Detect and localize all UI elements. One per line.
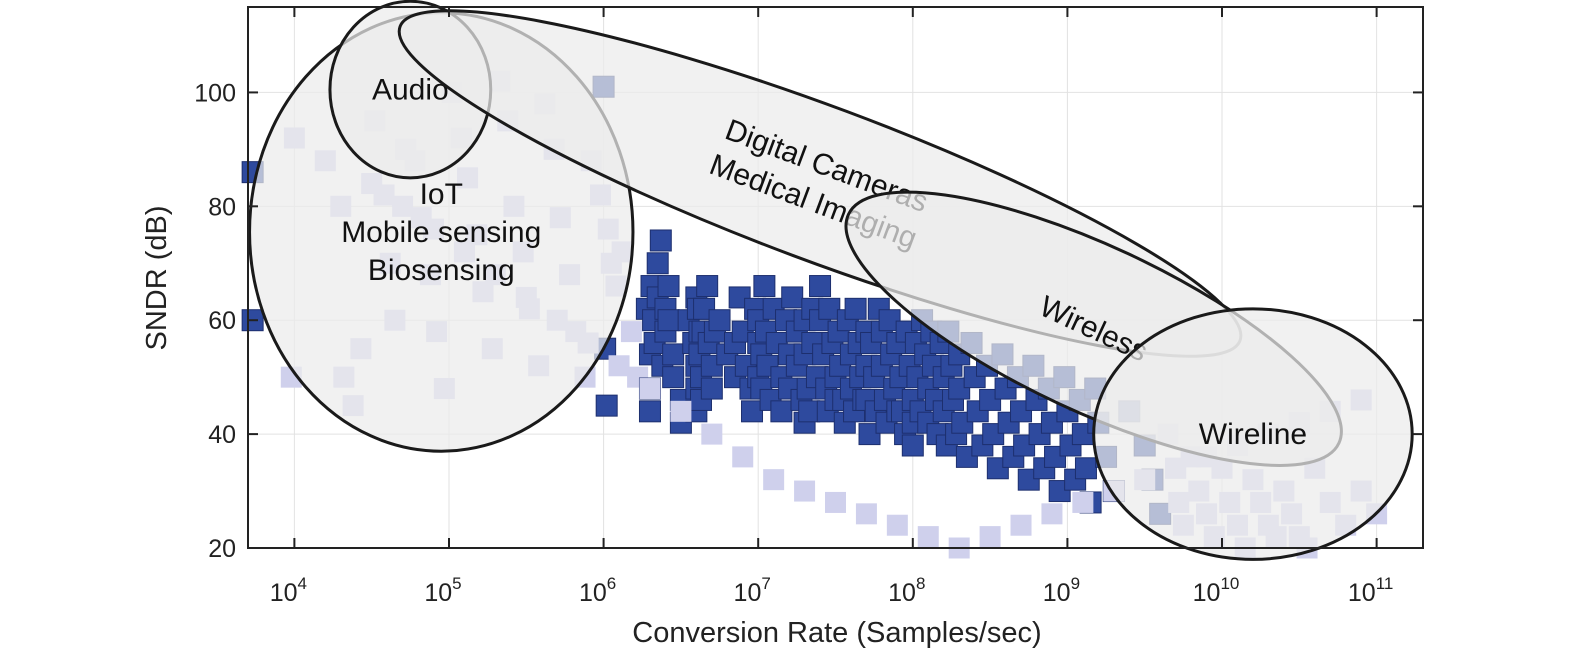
y-axis-label: SNDR (dB): [141, 205, 173, 350]
x-tick-label: 108: [888, 574, 925, 607]
y-tick-label: 60: [208, 307, 236, 335]
data-point-faded: [763, 469, 785, 491]
data-point: [809, 275, 832, 298]
data-point-faded: [1041, 503, 1063, 525]
x-tick-label: 109: [1043, 574, 1080, 607]
data-point-faded: [855, 503, 877, 525]
data-point: [781, 286, 804, 309]
data-point: [662, 343, 685, 366]
x-axis-label: Conversion Rate (Samples/sec): [632, 617, 1041, 649]
data-point-faded: [608, 355, 630, 377]
data-point-faded: [979, 526, 1001, 548]
data-point: [646, 252, 669, 275]
plot-frame: [247, 6, 1424, 549]
data-point: [696, 275, 719, 298]
region-wireline-ellipse: [1092, 307, 1414, 561]
x-tick-label: 1011: [1348, 574, 1393, 607]
data-point-faded: [732, 446, 754, 468]
y-tick-label: 100: [194, 79, 236, 107]
data-point-faded: [794, 480, 816, 502]
x-tick-label: 106: [579, 574, 616, 607]
y-tick-label: 40: [208, 421, 236, 449]
region-iot-label: IoT: [420, 178, 463, 211]
data-point: [638, 400, 661, 423]
x-tick-label: 1010: [1193, 574, 1240, 607]
data-point: [878, 309, 901, 332]
data-point: [901, 434, 924, 457]
data-point-faded: [917, 526, 939, 548]
data-point: [858, 423, 881, 446]
data-point: [595, 394, 618, 417]
y-tick-label: 20: [208, 535, 236, 563]
data-point: [818, 297, 841, 320]
data-point: [1074, 457, 1097, 480]
y-tick-label: 80: [208, 193, 236, 221]
data-point: [770, 400, 793, 423]
data-point-faded: [1010, 514, 1032, 536]
data-point: [753, 275, 776, 298]
data-point-faded: [639, 378, 661, 400]
data-point-faded: [1072, 491, 1094, 513]
data-point: [741, 400, 764, 423]
data-point: [844, 297, 867, 320]
data-point-faded: [701, 423, 723, 445]
axes: 104 105 106 107 108 109 1010 1011 20 40 60 80 100: [194, 6, 1424, 607]
data-point: [649, 229, 672, 252]
data-point: [798, 400, 821, 423]
data-point-faded: [620, 321, 642, 343]
x-tick-label: 105: [424, 574, 461, 607]
region-iot-label: Biosensing: [368, 254, 515, 287]
data-point: [708, 309, 731, 332]
data-point-faded: [670, 400, 692, 422]
data-point-faded: [825, 491, 846, 513]
data-point: [700, 377, 723, 400]
data-point: [657, 309, 680, 332]
x-tick-label: 107: [734, 574, 771, 607]
x-tick-label: 104: [270, 574, 307, 607]
region-wireline-label: Wireline: [1199, 418, 1307, 451]
region-iot-label: Mobile sensing: [341, 216, 541, 249]
data-point: [657, 275, 680, 298]
data-point: [662, 366, 685, 389]
data-point-faded: [886, 514, 908, 536]
